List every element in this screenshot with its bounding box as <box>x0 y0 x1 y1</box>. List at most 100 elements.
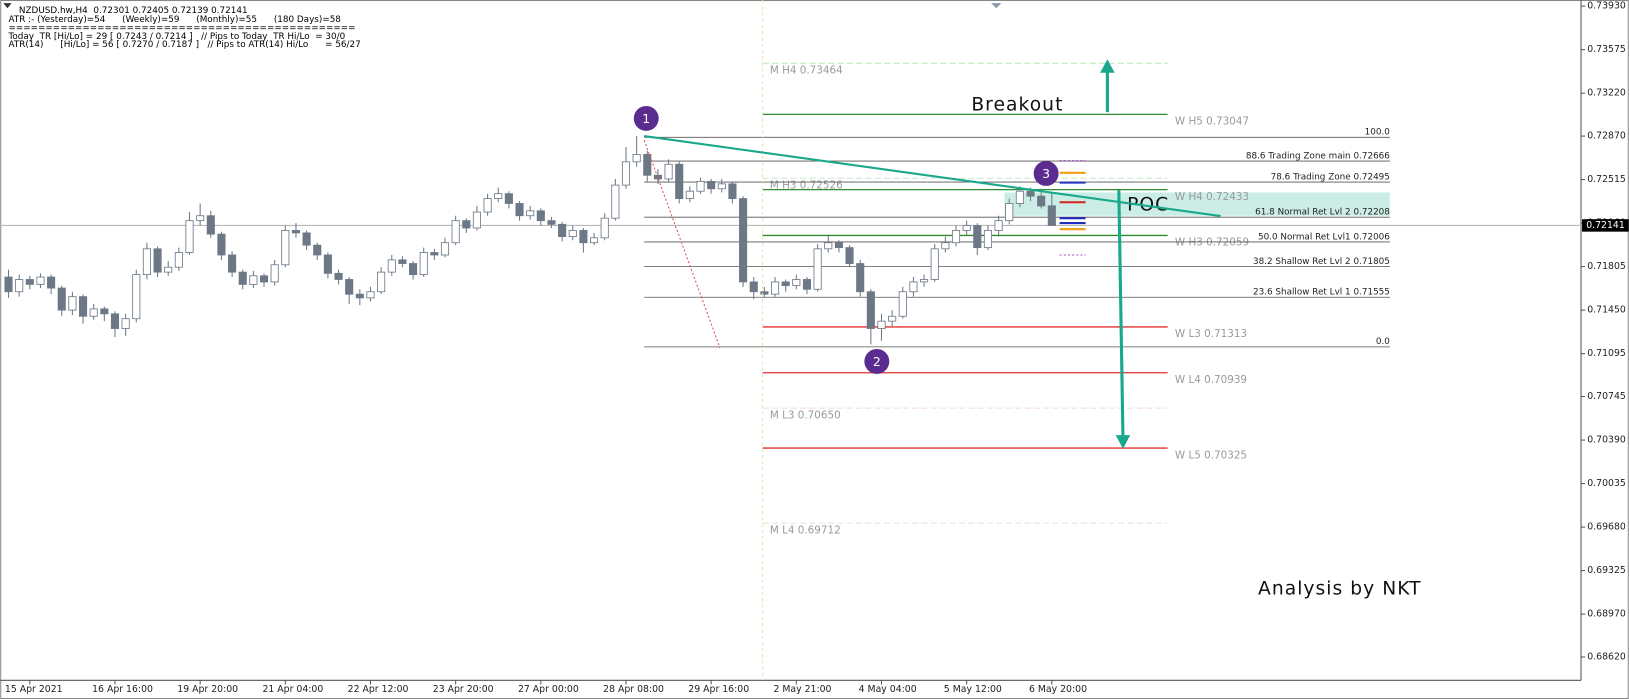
candle-body <box>877 320 886 329</box>
candle-body <box>973 225 982 249</box>
candle-body <box>100 308 109 315</box>
candle-body <box>142 248 151 275</box>
candle-body <box>1026 190 1035 197</box>
candle-body <box>813 248 822 290</box>
candle-body <box>68 296 77 311</box>
candle-body <box>217 233 226 256</box>
candle-body <box>132 274 141 320</box>
candle-body <box>728 183 737 199</box>
candle-body <box>238 271 247 285</box>
candle-body <box>472 211 481 229</box>
point-marker <box>633 105 659 131</box>
candle-body <box>323 254 332 274</box>
candle-body <box>451 220 460 244</box>
x-tick-label: 21 Apr 04:00 <box>262 684 323 695</box>
y-tick-label: 0.70745 <box>1587 391 1626 402</box>
candle-body <box>589 237 599 244</box>
candle-body <box>621 161 631 186</box>
candle-body <box>1015 190 1024 204</box>
candle-body <box>121 318 130 329</box>
candle-body <box>206 215 215 235</box>
fib-label: 61.8 Normal Ret Lvl 2 0.72208 <box>1255 208 1390 218</box>
candle-layer <box>4 136 1056 345</box>
annotation-layer: 1 2 3 Breakout Analysis by NKT NZDUSD.hw… <box>3 0 1422 681</box>
pivot-label: W L3 0.71313 <box>1175 328 1247 340</box>
current-price-label: 0.72141 <box>1586 220 1625 231</box>
point-marker <box>1033 160 1059 186</box>
candle-body <box>398 259 407 264</box>
fib-label: 88.6 Trading Zone main 0.72666 <box>1246 151 1390 161</box>
candle-body <box>643 154 652 176</box>
candle-body <box>419 252 428 275</box>
candle-body <box>1047 205 1056 226</box>
x-tick-label: 15 Apr 2021 <box>5 684 63 695</box>
header-line: NZDUSD.hw,H4 0.72301 0.72405 0.72139 0.7… <box>19 6 248 16</box>
fib-label: 78.6 Trading Zone 0.72495 <box>1271 172 1390 182</box>
candle-body <box>707 180 716 190</box>
fib-label: 23.6 Shallow Ret Lvl 1 0.71555 <box>1253 288 1390 298</box>
x-tick-label: 22 Apr 12:00 <box>348 684 409 695</box>
candle-body <box>770 281 780 295</box>
candle-body <box>302 232 311 246</box>
candle-body <box>313 244 322 256</box>
pivot-label: W H3 0.72059 <box>1175 237 1249 249</box>
candle-body <box>547 220 556 225</box>
candle-body <box>291 230 301 234</box>
candle-body <box>387 259 396 273</box>
x-tick-label: 29 Apr 16:00 <box>688 684 749 695</box>
candle-body <box>760 291 769 295</box>
candle-body <box>515 203 524 217</box>
header-line: ========================================… <box>9 24 356 34</box>
candle-body <box>749 281 758 293</box>
y-tick-label: 0.69680 <box>1587 522 1626 533</box>
candle-body <box>196 215 205 222</box>
candle-body <box>366 291 375 299</box>
arrow-head <box>1100 59 1115 73</box>
x-tick-label: 6 May 20:00 <box>1029 684 1087 695</box>
candle-body <box>579 230 588 244</box>
candle-body <box>632 154 641 163</box>
shift-triangle <box>991 3 1002 9</box>
point-number: 1 <box>642 111 650 126</box>
pivot-label: M H4 0.73464 <box>770 65 843 77</box>
x-tick-label: 16 Apr 16:00 <box>92 684 153 695</box>
point-number: 3 <box>1042 166 1050 181</box>
y-tick-label: 0.69325 <box>1587 565 1626 576</box>
candle-body <box>685 190 694 199</box>
candle-body <box>781 281 790 287</box>
trend-line <box>644 135 1221 218</box>
candle-body <box>228 254 237 273</box>
candle-body <box>1037 195 1046 207</box>
candle-body <box>983 230 993 249</box>
fib-label: 38.2 Shallow Ret Lvl 2 0.71805 <box>1253 257 1390 267</box>
candle-body <box>888 315 897 322</box>
candle-body <box>824 242 833 250</box>
candle-body <box>57 287 66 311</box>
menu-triangle <box>3 3 12 9</box>
breakout-label: Breakout <box>971 94 1063 115</box>
candle-body <box>568 230 577 237</box>
candle-body <box>664 163 673 180</box>
candle-body <box>494 193 503 199</box>
x-tick-label: 4 May 04:00 <box>859 684 917 695</box>
candle-body <box>845 247 854 264</box>
credit: Analysis by NKT <box>1258 578 1422 599</box>
candle-body <box>15 279 24 293</box>
y-tick-label: 0.73220 <box>1587 88 1626 99</box>
arrow-head <box>1115 435 1131 449</box>
candle-body <box>856 263 865 293</box>
x-tick-label: 23 Apr 20:00 <box>433 684 494 695</box>
x-tick-label: 19 Apr 20:00 <box>177 684 238 695</box>
candle-body <box>739 198 748 283</box>
candle-body <box>355 293 364 299</box>
candle-body <box>920 279 929 283</box>
y-tick-label: 0.73575 <box>1587 44 1626 55</box>
pivot-label: M L4 0.69712 <box>770 524 841 536</box>
candle-body <box>89 308 98 317</box>
pivot-label: M L3 0.70650 <box>770 409 841 421</box>
y-tick-label: 0.71450 <box>1587 305 1626 316</box>
candle-body <box>249 275 258 285</box>
y-tick-label: 0.68970 <box>1587 609 1626 620</box>
